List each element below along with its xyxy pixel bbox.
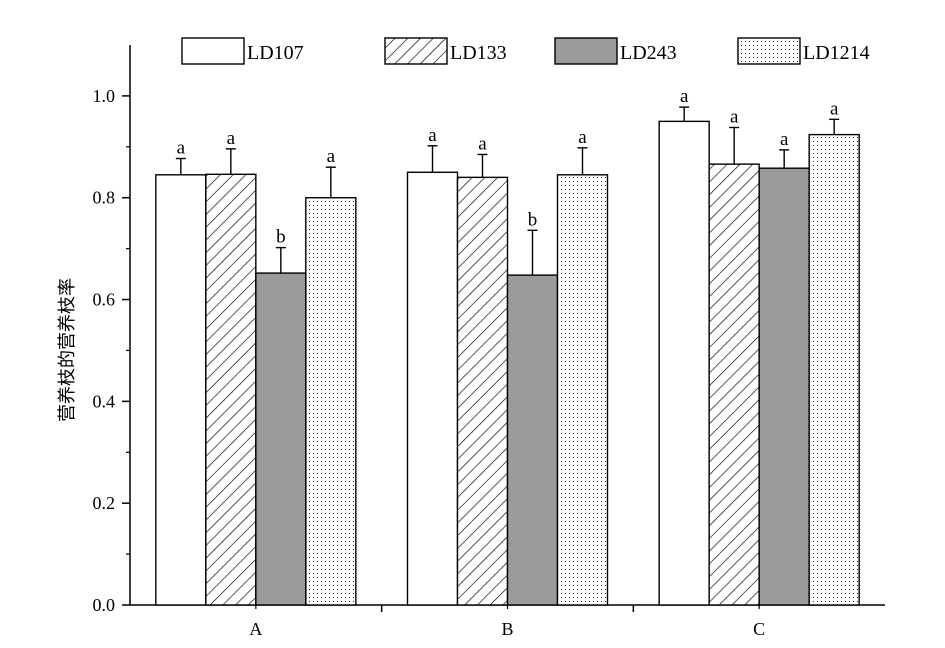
significance-label: a xyxy=(730,106,739,127)
bar xyxy=(155,174,207,606)
x-axis: A B C xyxy=(130,604,885,639)
bar xyxy=(456,176,509,606)
legend-swatch xyxy=(384,37,448,65)
significance-label: a xyxy=(177,138,186,159)
legend-swatch xyxy=(737,37,801,65)
legend-label: LD107 xyxy=(247,42,304,64)
significance-label: a xyxy=(227,128,236,149)
y-tick-label: 0.8 xyxy=(93,188,116,208)
significance-label: a xyxy=(327,146,336,167)
significance-label: a xyxy=(428,125,437,146)
bar xyxy=(406,171,459,606)
y-tick-label: 1.0 xyxy=(93,86,116,106)
x-tick-label: C xyxy=(753,619,765,639)
bars: a a b a a a b a a a a a xyxy=(155,86,860,606)
bar xyxy=(255,272,307,606)
y-tick-label: 0.4 xyxy=(93,391,116,411)
bar xyxy=(305,197,357,606)
significance-label: b xyxy=(276,227,286,248)
bar xyxy=(506,274,559,606)
significance-label: a xyxy=(780,129,789,150)
y-tick-label: 0.2 xyxy=(93,493,116,513)
y-axis-label: 营养枝的营养枝率 xyxy=(57,278,77,422)
bar xyxy=(658,120,710,606)
legend-label: LD1214 xyxy=(803,42,870,64)
x-tick-label: B xyxy=(501,619,513,639)
significance-label: a xyxy=(478,133,487,154)
significance-label: a xyxy=(578,127,587,148)
legend-swatch xyxy=(554,37,618,65)
legend-swatch xyxy=(181,37,245,65)
bar xyxy=(205,173,257,606)
legend-label: LD243 xyxy=(620,42,677,64)
significance-label: a xyxy=(680,86,689,107)
bar xyxy=(556,174,609,606)
bar xyxy=(808,133,860,606)
significance-label: a xyxy=(830,98,839,119)
bar xyxy=(758,167,810,606)
legend-label: LD133 xyxy=(450,42,507,64)
bar xyxy=(708,163,760,606)
y-axis: 0.0 0.2 0.4 0.6 0.8 1.0 xyxy=(93,45,131,615)
y-tick-label: 0.6 xyxy=(93,290,116,310)
y-tick-label: 0.0 xyxy=(93,595,116,615)
x-tick-label: A xyxy=(249,619,262,639)
significance-label: b xyxy=(528,209,538,230)
legend: LD107 LD133 LD243 LD1214 xyxy=(181,37,870,65)
